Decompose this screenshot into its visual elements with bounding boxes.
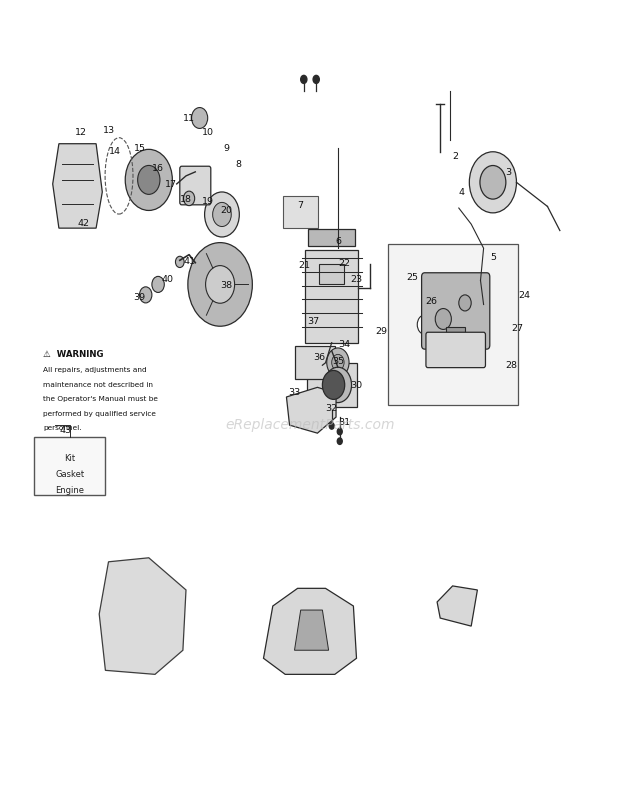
Text: 13: 13	[102, 125, 115, 135]
Circle shape	[192, 108, 208, 129]
Circle shape	[206, 267, 234, 304]
Circle shape	[313, 76, 319, 84]
Text: 36: 36	[313, 353, 326, 362]
Text: 7: 7	[298, 200, 304, 210]
Text: 28: 28	[505, 361, 518, 370]
Text: 40: 40	[161, 275, 174, 284]
Bar	[446, 327, 465, 342]
Circle shape	[125, 150, 172, 211]
Text: 14: 14	[108, 146, 121, 156]
Text: 19: 19	[202, 196, 214, 206]
Text: 11: 11	[183, 114, 195, 124]
Circle shape	[213, 203, 231, 227]
Text: 3: 3	[505, 168, 511, 177]
Text: 5: 5	[490, 252, 496, 262]
Circle shape	[175, 257, 184, 268]
Circle shape	[140, 287, 152, 304]
Bar	[295, 346, 335, 380]
Text: maintenance not described in: maintenance not described in	[43, 381, 153, 387]
Text: 2: 2	[453, 152, 459, 161]
Text: performed by qualified service: performed by qualified service	[43, 410, 156, 416]
FancyBboxPatch shape	[422, 273, 490, 350]
Text: 32: 32	[326, 403, 338, 413]
Circle shape	[301, 76, 307, 84]
Text: 26: 26	[425, 296, 437, 306]
Circle shape	[138, 166, 160, 195]
Text: 22: 22	[338, 259, 350, 268]
Text: 18: 18	[180, 194, 192, 204]
Circle shape	[329, 423, 334, 430]
Circle shape	[188, 243, 252, 327]
Text: 38: 38	[220, 280, 232, 290]
Circle shape	[337, 429, 342, 435]
FancyBboxPatch shape	[426, 332, 485, 368]
Text: 16: 16	[152, 164, 164, 173]
Polygon shape	[294, 610, 329, 650]
Text: 10: 10	[202, 128, 214, 137]
Text: 31: 31	[338, 417, 350, 426]
Text: 15: 15	[133, 144, 146, 153]
Text: 24: 24	[518, 291, 530, 300]
Circle shape	[332, 377, 344, 393]
Text: 25: 25	[406, 272, 419, 282]
Polygon shape	[286, 388, 336, 434]
Bar	[306, 251, 358, 344]
Text: personnel.: personnel.	[43, 425, 82, 430]
Text: 17: 17	[164, 180, 177, 190]
Text: the Operator's Manual must be: the Operator's Manual must be	[43, 396, 158, 402]
Text: 21: 21	[298, 260, 310, 270]
Text: ⚠  WARNING: ⚠ WARNING	[43, 349, 104, 358]
Polygon shape	[99, 558, 186, 675]
Bar	[388, 245, 518, 406]
Text: 34: 34	[338, 339, 350, 349]
Text: 35: 35	[332, 357, 344, 366]
Circle shape	[417, 316, 432, 335]
Text: 29: 29	[375, 326, 388, 336]
Polygon shape	[53, 145, 102, 229]
Circle shape	[322, 371, 345, 400]
Text: 23: 23	[350, 275, 363, 284]
Text: eReplacementParts.com: eReplacementParts.com	[225, 417, 395, 431]
Text: 30: 30	[350, 381, 363, 390]
Bar	[34, 438, 105, 495]
Text: 20: 20	[220, 206, 232, 215]
Text: 8: 8	[236, 160, 242, 169]
Circle shape	[480, 166, 506, 200]
Bar	[309, 230, 355, 247]
Circle shape	[205, 193, 239, 238]
Text: 43: 43	[59, 425, 71, 434]
Bar	[307, 363, 356, 408]
FancyBboxPatch shape	[180, 167, 211, 206]
Circle shape	[332, 355, 344, 371]
Circle shape	[184, 192, 195, 206]
Circle shape	[459, 296, 471, 312]
Polygon shape	[264, 589, 356, 675]
Text: 27: 27	[512, 323, 524, 332]
Text: 6: 6	[335, 236, 341, 246]
Circle shape	[152, 277, 164, 293]
Circle shape	[337, 438, 342, 445]
Text: Engine: Engine	[55, 486, 84, 495]
Text: 12: 12	[74, 128, 87, 137]
Circle shape	[327, 349, 349, 377]
Text: 41: 41	[183, 256, 195, 266]
Bar	[319, 265, 344, 285]
Text: 4: 4	[459, 188, 465, 198]
Text: 39: 39	[133, 292, 146, 302]
Polygon shape	[437, 586, 477, 626]
Text: 9: 9	[223, 144, 229, 153]
Circle shape	[435, 309, 451, 330]
Circle shape	[324, 368, 352, 403]
Text: 42: 42	[78, 218, 90, 228]
Text: 37: 37	[307, 316, 319, 326]
Text: All repairs, adjustments and: All repairs, adjustments and	[43, 367, 147, 373]
Text: Kit: Kit	[64, 454, 75, 463]
Bar	[283, 197, 318, 229]
Circle shape	[469, 153, 516, 214]
Text: Gasket: Gasket	[55, 470, 84, 479]
Text: 33: 33	[288, 387, 301, 397]
